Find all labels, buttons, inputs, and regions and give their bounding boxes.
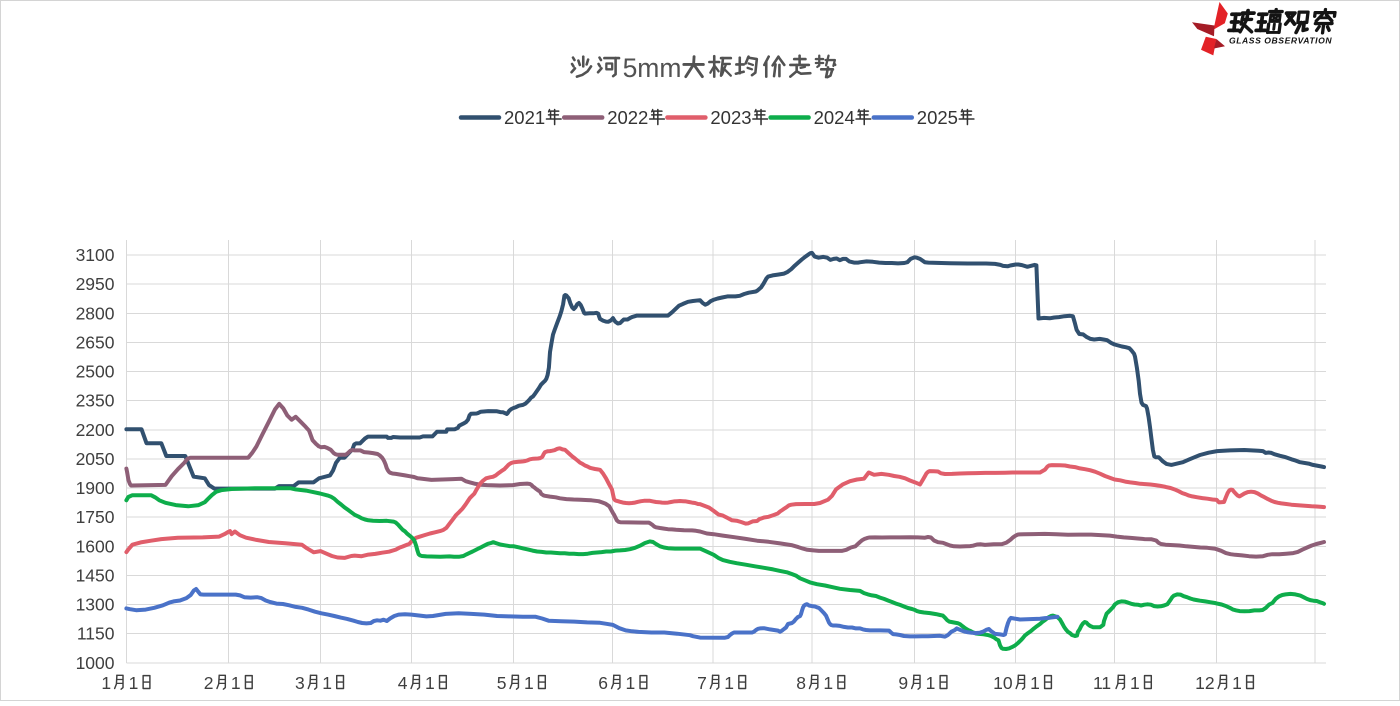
svg-text:5: 5 [623, 53, 638, 83]
svg-text:3: 3 [295, 673, 305, 693]
svg-text:1: 1 [1130, 673, 1140, 693]
svg-text:11: 11 [1093, 673, 1111, 693]
svg-text:1600: 1600 [76, 536, 115, 556]
svg-text:1: 1 [926, 673, 936, 693]
svg-text:1150: 1150 [77, 624, 115, 644]
svg-text:3100: 3100 [76, 245, 115, 265]
svg-text:1: 1 [425, 673, 435, 693]
svg-text:1: 1 [231, 673, 241, 693]
svg-text:2950: 2950 [76, 274, 115, 294]
svg-text:2025: 2025 [917, 107, 958, 128]
svg-text:1: 1 [524, 673, 534, 693]
svg-text:1: 1 [101, 673, 111, 693]
svg-text:7: 7 [697, 673, 707, 693]
svg-text:5: 5 [497, 673, 507, 693]
svg-text:8: 8 [796, 673, 806, 693]
svg-text:6: 6 [598, 673, 608, 693]
svg-text:2021: 2021 [504, 107, 545, 128]
svg-text:1: 1 [724, 673, 734, 693]
svg-text:2500: 2500 [76, 362, 115, 382]
svg-text:2024: 2024 [814, 107, 855, 128]
svg-text:1900: 1900 [76, 478, 115, 498]
svg-text:2023: 2023 [710, 107, 751, 128]
svg-text:1300: 1300 [76, 595, 115, 615]
svg-text:m: m [659, 53, 681, 83]
svg-text:1: 1 [626, 673, 636, 693]
svg-text:9: 9 [898, 673, 908, 693]
svg-text:1: 1 [823, 673, 833, 693]
svg-text:1: 1 [129, 673, 139, 693]
svg-text:2650: 2650 [76, 332, 115, 352]
svg-text:1: 1 [1232, 673, 1242, 693]
svg-text:2200: 2200 [76, 420, 115, 440]
svg-text:1000: 1000 [76, 653, 115, 673]
svg-text:1750: 1750 [76, 507, 115, 527]
svg-text:2022: 2022 [607, 107, 648, 128]
svg-text:1: 1 [322, 673, 332, 693]
svg-text:m: m [637, 53, 659, 83]
svg-text:1: 1 [1030, 673, 1040, 693]
svg-text:4: 4 [398, 673, 408, 693]
svg-text:2800: 2800 [76, 303, 115, 323]
svg-text:12: 12 [1195, 673, 1214, 693]
svg-text:2350: 2350 [76, 391, 115, 411]
svg-text:2050: 2050 [76, 449, 115, 469]
svg-text:2: 2 [204, 673, 214, 693]
svg-text:10: 10 [993, 673, 1013, 693]
svg-text:GLASS OBSERVATION: GLASS OBSERVATION [1229, 36, 1332, 46]
svg-text:1450: 1450 [76, 565, 115, 585]
